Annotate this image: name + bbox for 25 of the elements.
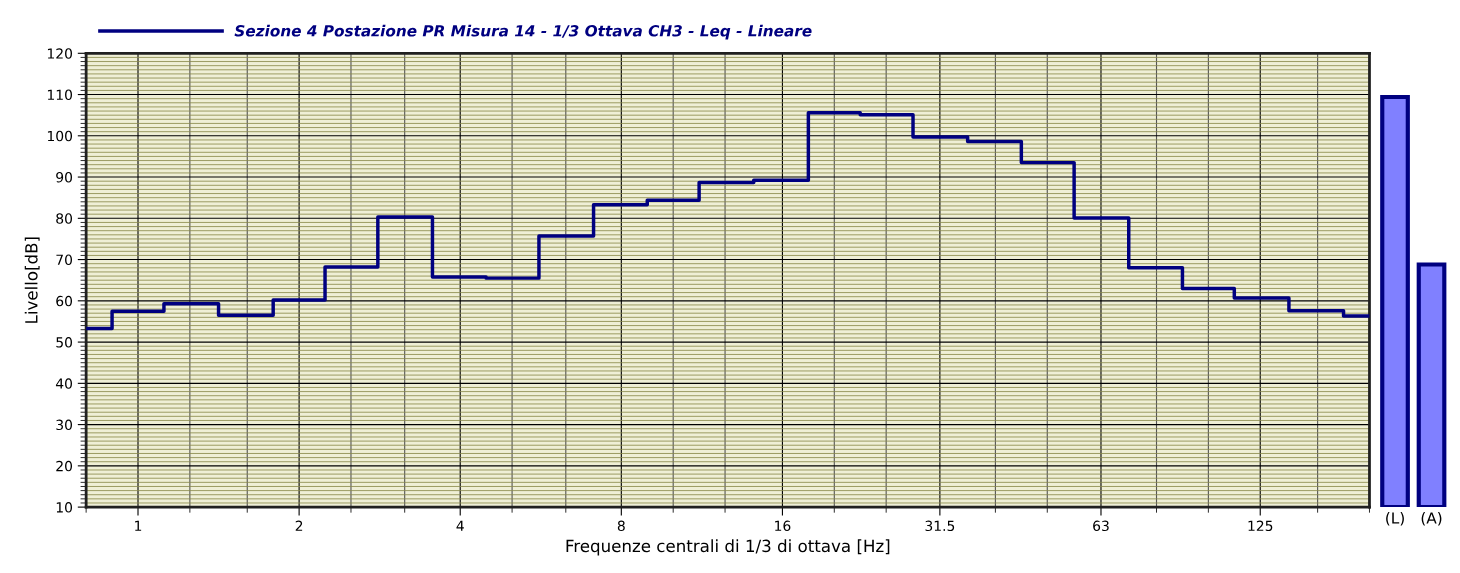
y-tick-label: 30 <box>56 419 73 431</box>
y-tick-label: 100 <box>47 130 73 142</box>
text: Sezione 4 Postazione PR Misura 14 - 1/3 Ottava CH3 - Leq - Lineare <box>234 24 812 40</box>
y-tick-label: 120 <box>47 48 73 59</box>
x-tick-label: 1 <box>135 520 142 531</box>
y-tick-label: 40 <box>55 378 73 389</box>
y-tick-label: 90 <box>56 172 73 183</box>
y-tick-label: 20 <box>56 460 73 472</box>
x-tick-label: 8 <box>617 520 625 532</box>
x-tick-label: 2 <box>295 520 303 531</box>
y-tick-label: 80 <box>56 213 73 224</box>
y-tick-label: 10 <box>56 502 73 513</box>
y-tick-label: 50 <box>56 337 73 348</box>
y-tick-label: 110 <box>47 89 73 101</box>
x-tick-label: 31.5 <box>925 520 955 532</box>
x-tick-label: (L) <box>1386 511 1404 526</box>
y-tick-label: 70 <box>56 254 73 266</box>
x-tick-label: 16 <box>775 520 791 532</box>
x-tick-label: 4 <box>456 520 464 531</box>
x-tick-label: 63 <box>1093 520 1109 532</box>
y-axis-title: Livello[dB] <box>24 237 40 323</box>
x-axis-title: Frequenze centrali di 1/3 di ottava [Hz] <box>566 539 890 556</box>
x-tick-label: 125 <box>1248 520 1273 532</box>
y-tick-label: 60 <box>56 295 73 307</box>
x-tick-label: (A) <box>1421 511 1442 526</box>
